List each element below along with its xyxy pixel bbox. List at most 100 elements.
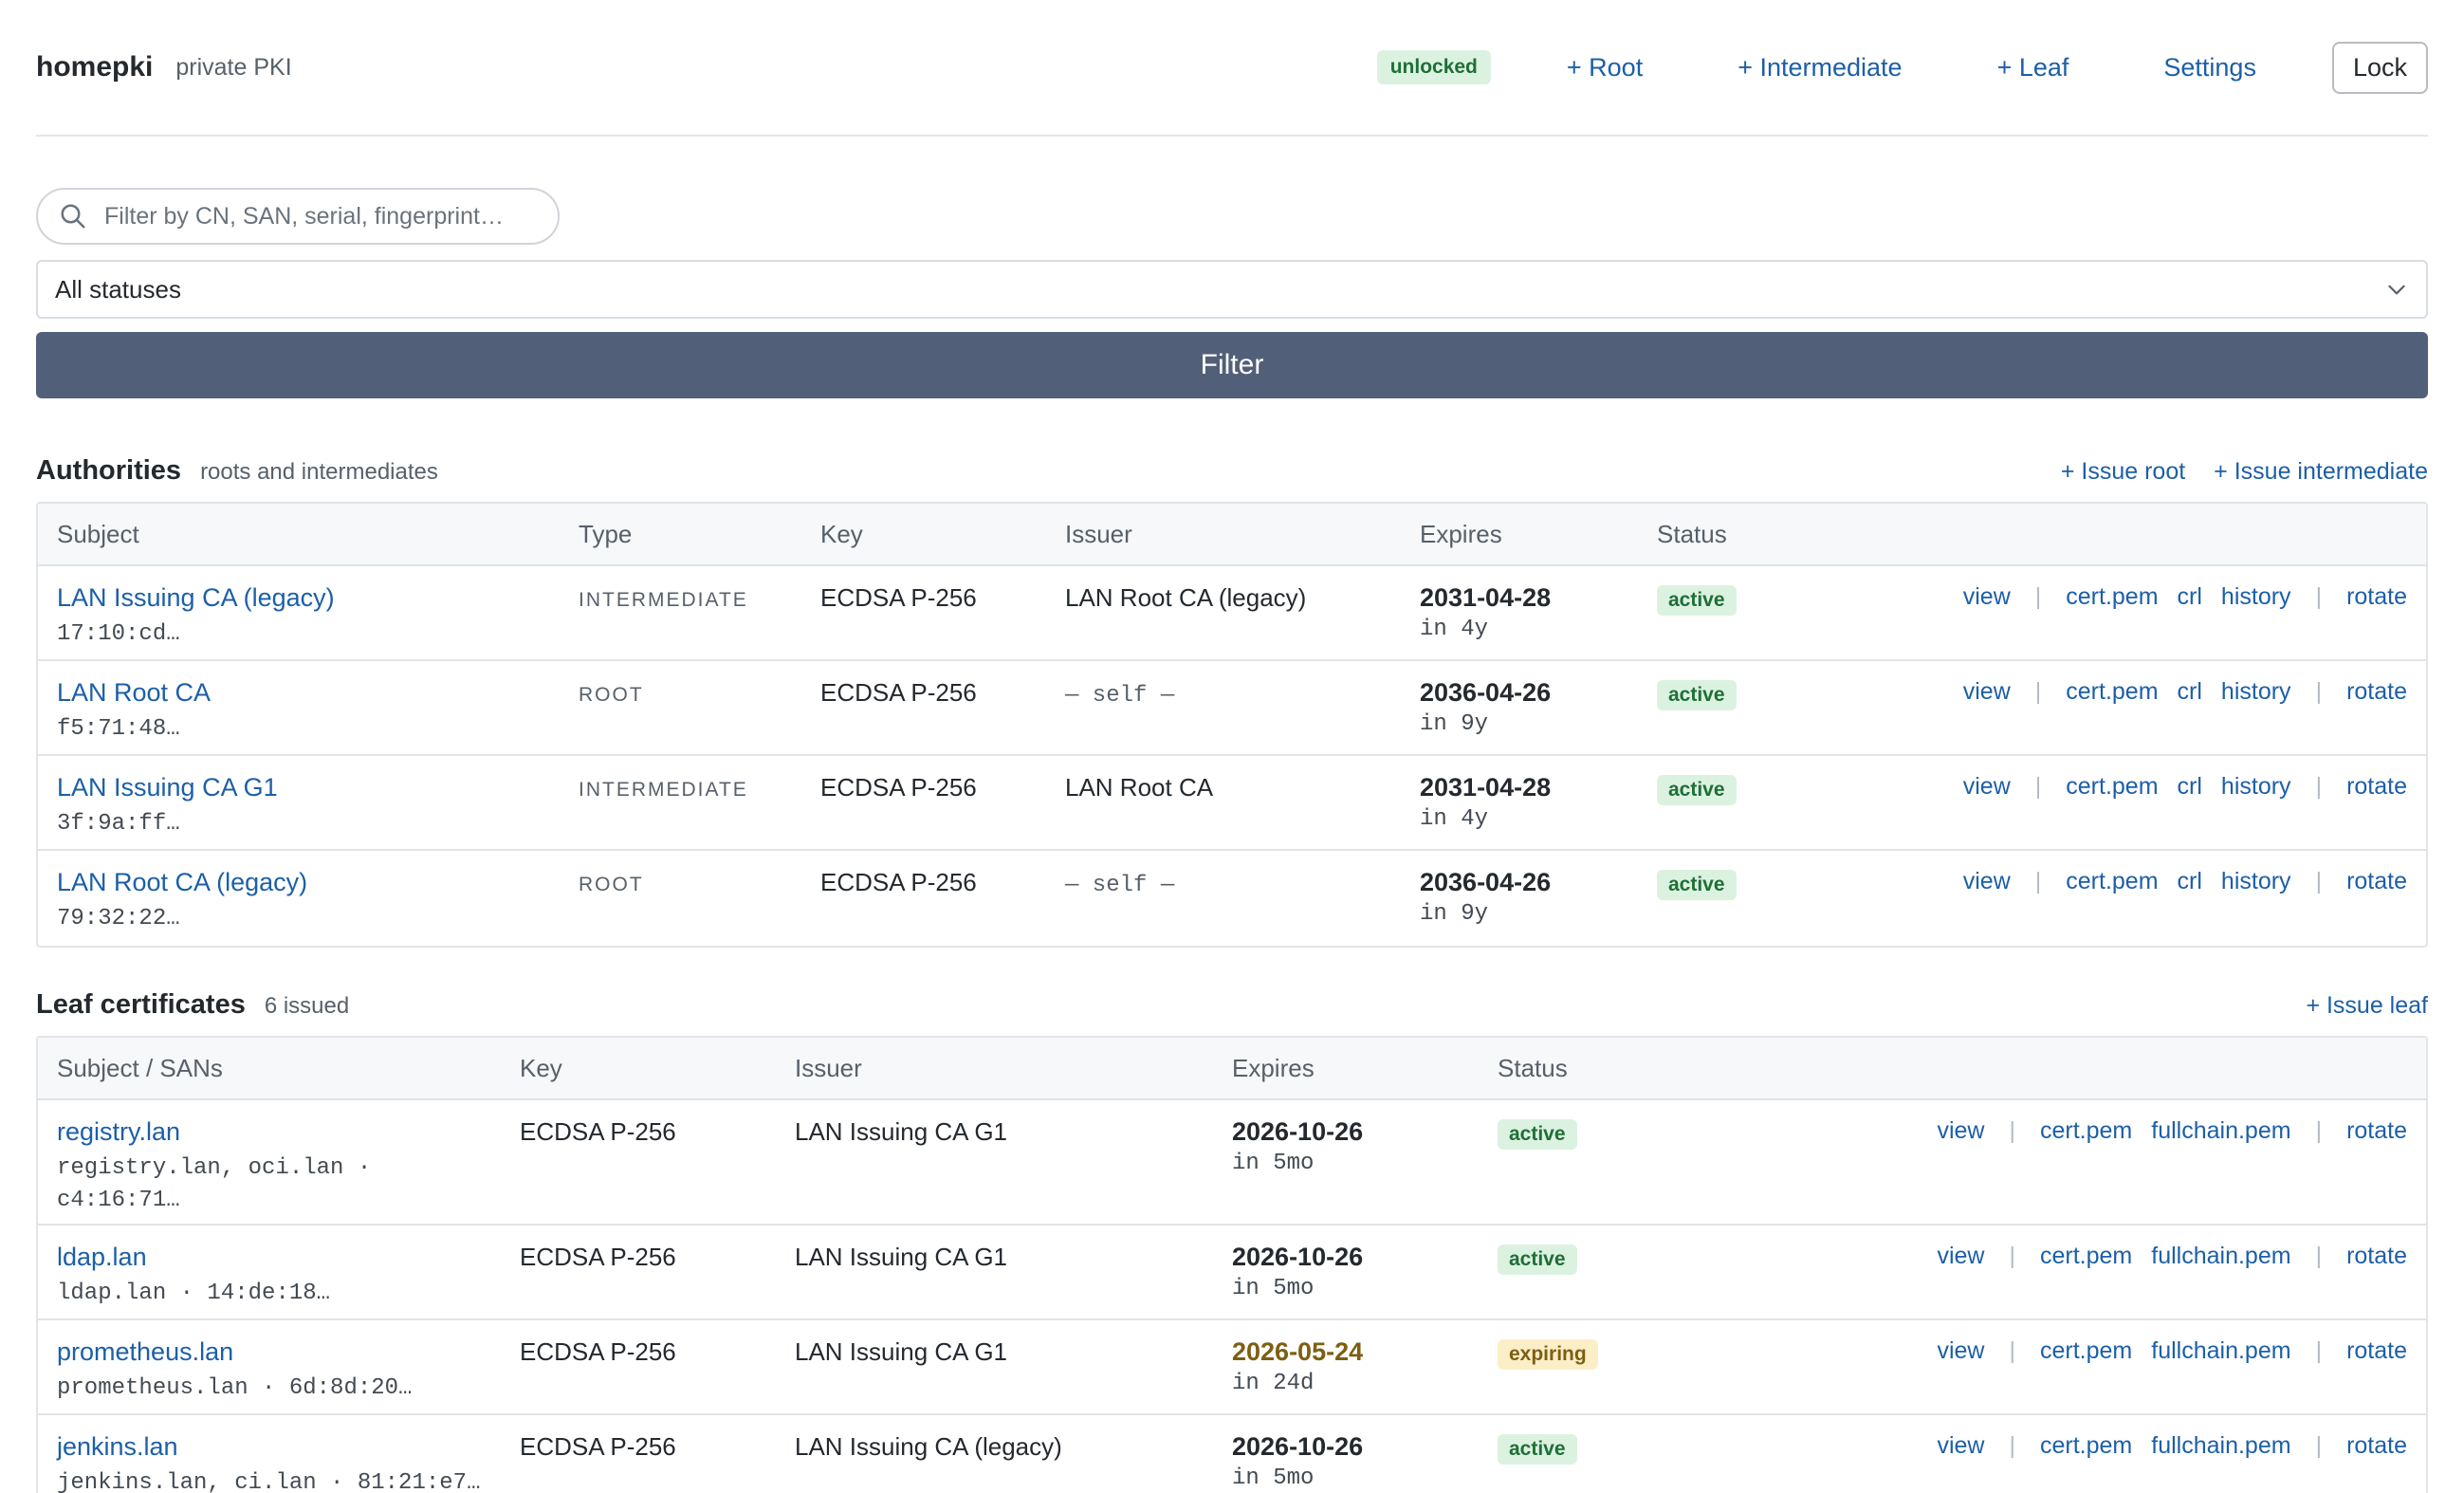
fullchain-pem-link[interactable]: fullchain.pem: [2151, 1117, 2291, 1144]
leaf-name-link[interactable]: prometheus.lan: [57, 1337, 234, 1366]
crl-link[interactable]: crl: [2177, 868, 2202, 894]
authority-key: ECDSA P-256: [820, 678, 977, 707]
crl-link[interactable]: crl: [2177, 773, 2202, 800]
leaves-table-header: Subject / SANs Key Issuer Expires Status: [38, 1038, 2426, 1100]
authority-issuer: — self —: [1065, 661, 1420, 709]
cert-pem-link[interactable]: cert.pem: [2066, 583, 2159, 610]
fullchain-pem-link[interactable]: fullchain.pem: [2151, 1337, 2291, 1364]
expiry-date: 2026-10-26: [1232, 1432, 1364, 1461]
separator: |: [2315, 773, 2323, 800]
col-key: Key: [520, 1053, 562, 1082]
history-link[interactable]: history: [2220, 773, 2291, 800]
separator: |: [2034, 678, 2042, 705]
chevron-down-icon: [2388, 285, 2405, 295]
status-badge: active: [1498, 1434, 1577, 1465]
separator: |: [2315, 1117, 2323, 1144]
issue-leaf-link[interactable]: + Issue leaf: [2306, 992, 2428, 1019]
cert-pem-link[interactable]: cert.pem: [2066, 678, 2159, 705]
view-link[interactable]: view: [1962, 678, 2011, 705]
crl-link[interactable]: crl: [2177, 583, 2202, 610]
leaf-status: expiring: [1498, 1320, 1687, 1370]
authority-key: ECDSA P-256: [820, 868, 977, 896]
history-link[interactable]: history: [2220, 678, 2291, 705]
leaf-name-link[interactable]: jenkins.lan: [57, 1432, 178, 1461]
view-link[interactable]: view: [1937, 1337, 1985, 1364]
search-input[interactable]: [104, 202, 550, 230]
type-tag: ROOT: [579, 874, 644, 895]
self-issuer: — self —: [1065, 873, 1175, 898]
nav-add-leaf[interactable]: + Leaf: [1996, 52, 2069, 82]
rotate-link[interactable]: rotate: [2346, 868, 2407, 894]
leaf-subject: ldap.lan ldap.lan · 14:de:18…: [57, 1226, 520, 1310]
rotate-link[interactable]: rotate: [2346, 773, 2407, 800]
leaf-row: registry.lan registry.lan, oci.lan · c4:1…: [38, 1100, 2426, 1226]
authority-row: LAN Root CA (legacy) 79:32:22… ROOT ECDS…: [38, 851, 2426, 946]
authorities-table: Subject Type Key Issuer Expires Status L…: [36, 502, 2428, 948]
col-type: Type: [579, 519, 633, 548]
authority-type: INTERMEDIATE: [579, 756, 820, 802]
rotate-link[interactable]: rotate: [2346, 1243, 2407, 1269]
status-select[interactable]: All statuses: [36, 260, 2428, 319]
authority-name-link[interactable]: LAN Root CA: [57, 678, 211, 707]
authority-row-actions: view | cert.pem crl history | rotate: [1963, 756, 2426, 801]
expiry-relative: in 9y: [1420, 901, 1489, 927]
rotate-link[interactable]: rotate: [2346, 583, 2407, 610]
authority-issuer: LAN Root CA: [1065, 773, 1214, 802]
rotate-link[interactable]: rotate: [2346, 678, 2407, 705]
leaf-row: jenkins.lan jenkins.lan, ci.lan · 81:21:…: [38, 1415, 2426, 1493]
cert-pem-link[interactable]: cert.pem: [2039, 1243, 2133, 1269]
leaf-name-link[interactable]: registry.lan: [57, 1117, 181, 1146]
leaf-row-actions: view | cert.pem fullchain.pem | rotate: [1937, 1415, 2426, 1460]
authority-expires: 2036-04-26 in 9y: [1420, 851, 1657, 927]
status-select-value: All statuses: [55, 274, 181, 304]
status-badge: expiring: [1498, 1339, 1598, 1370]
authority-name-link[interactable]: LAN Issuing CA (legacy): [57, 583, 335, 612]
leaf-subject: prometheus.lan prometheus.lan · 6d:8d:20…: [57, 1320, 520, 1405]
fullchain-pem-link[interactable]: fullchain.pem: [2151, 1243, 2291, 1269]
status-badge: active: [1657, 775, 1737, 805]
rotate-link[interactable]: rotate: [2346, 1337, 2407, 1364]
authority-subject: LAN Issuing CA G1 3f:9a:ff…: [57, 756, 579, 840]
view-link[interactable]: view: [1962, 868, 2011, 894]
status-badge: active: [1498, 1244, 1577, 1275]
leaf-sans: ldap.lan · 14:de:18…: [57, 1281, 331, 1306]
view-link[interactable]: view: [1962, 773, 2011, 800]
authority-type: INTERMEDIATE: [579, 566, 820, 613]
fullchain-pem-link[interactable]: fullchain.pem: [2151, 1432, 2291, 1459]
history-link[interactable]: history: [2220, 583, 2291, 610]
brand-name[interactable]: homepki: [36, 51, 154, 83]
filter-button[interactable]: Filter: [36, 332, 2428, 398]
cert-pem-link[interactable]: cert.pem: [2039, 1117, 2133, 1144]
unlocked-status-badge: unlocked: [1376, 50, 1491, 84]
leaf-subject: jenkins.lan jenkins.lan, ci.lan · 81:21:…: [57, 1415, 520, 1493]
view-link[interactable]: view: [1937, 1432, 1985, 1459]
leaf-status: active: [1498, 1100, 1687, 1150]
rotate-link[interactable]: rotate: [2346, 1117, 2407, 1144]
view-link[interactable]: view: [1937, 1243, 1985, 1269]
expiry-date: 2026-10-26: [1232, 1243, 1364, 1271]
authority-fingerprint: 17:10:cd…: [57, 621, 180, 647]
separator: |: [2034, 868, 2042, 894]
leaf-name-link[interactable]: ldap.lan: [57, 1243, 147, 1271]
search-box[interactable]: [36, 188, 560, 245]
leaf-subject: registry.lan registry.lan, oci.lan · c4:1…: [57, 1100, 520, 1217]
authority-name-link[interactable]: LAN Issuing CA G1: [57, 773, 278, 802]
nav-add-root[interactable]: + Root: [1566, 52, 1644, 82]
rotate-link[interactable]: rotate: [2346, 1432, 2407, 1459]
issue-intermediate-link[interactable]: + Issue intermediate: [2214, 458, 2428, 485]
leaves-subtitle: 6 issued: [264, 993, 350, 1019]
history-link[interactable]: history: [2220, 868, 2291, 894]
issue-root-link[interactable]: + Issue root: [2060, 458, 2186, 485]
cert-pem-link[interactable]: cert.pem: [2039, 1337, 2133, 1364]
view-link[interactable]: view: [1937, 1117, 1985, 1144]
authority-name-link[interactable]: LAN Root CA (legacy): [57, 868, 308, 896]
nav-add-intermediate[interactable]: + Intermediate: [1738, 52, 1903, 82]
cert-pem-link[interactable]: cert.pem: [2039, 1432, 2133, 1459]
cert-pem-link[interactable]: cert.pem: [2066, 773, 2159, 800]
lock-button[interactable]: Lock: [2331, 41, 2428, 94]
cert-pem-link[interactable]: cert.pem: [2066, 868, 2159, 894]
nav-settings[interactable]: Settings: [2163, 52, 2256, 82]
view-link[interactable]: view: [1962, 583, 2011, 610]
crl-link[interactable]: crl: [2177, 678, 2202, 705]
authorities-subtitle: roots and intermediates: [200, 459, 438, 485]
